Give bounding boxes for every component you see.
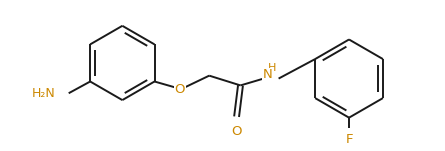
Text: F: F [345,133,353,146]
Text: H₂N: H₂N [32,87,56,100]
Text: O: O [174,83,185,96]
Text: H: H [267,63,276,73]
Text: N: N [263,68,273,81]
Text: O: O [231,125,242,138]
